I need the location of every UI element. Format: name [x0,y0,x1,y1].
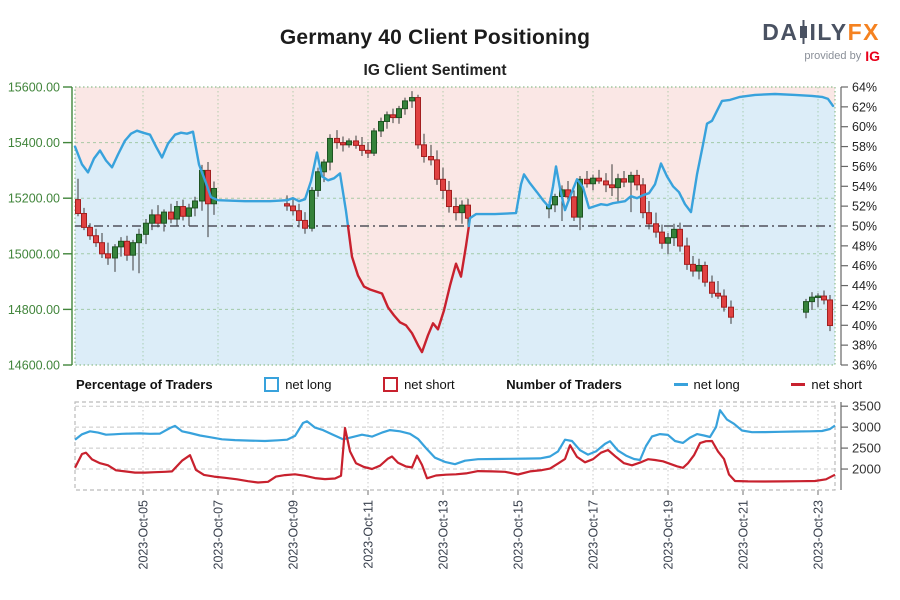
sentiment-line [73,92,835,354]
svg-text:2023-Oct-21: 2023-Oct-21 [737,500,751,570]
svg-text:15000.00: 15000.00 [8,247,60,261]
legend-number-of-traders-label: Number of Traders [506,377,622,392]
svg-text:2023-Oct-15: 2023-Oct-15 [512,500,526,570]
candlestick-icon [800,20,808,44]
svg-text:46%: 46% [852,259,877,273]
svg-text:52%: 52% [852,200,877,214]
svg-text:2023-Oct-19: 2023-Oct-19 [662,500,676,570]
svg-text:15200.00: 15200.00 [8,192,60,206]
svg-text:2023-Oct-17: 2023-Oct-17 [587,500,601,570]
legend-percentage-of-traders-label: Percentage of Traders [76,377,213,392]
legend-pct-net-long: net long [264,377,331,392]
svg-text:2023-Oct-05: 2023-Oct-05 [137,500,151,570]
svg-text:58%: 58% [852,140,877,154]
svg-text:50%: 50% [852,220,877,234]
svg-text:15600.00: 15600.00 [8,81,60,95]
svg-text:2023-Oct-13: 2023-Oct-13 [437,500,451,570]
date-axis-labels: 2023-Oct-05 2023-Oct-07 2023-Oct-09 2023-Oc… [137,500,826,570]
net-short-box-swatch [383,377,399,392]
net-short-label: net short [811,377,862,392]
page-title: Germany 40 Client Positioning [279,26,591,49]
traders-count-grid [74,401,836,495]
logo-text-da: DA [762,18,799,45]
svg-text:36%: 36% [852,359,877,373]
logo-tagline: provided by IG [762,49,880,63]
svg-text:3000: 3000 [852,420,881,435]
provided-by-text: provided by [804,49,862,62]
traders-count-line-net-short [74,426,836,484]
svg-text:42%: 42% [852,299,877,313]
svg-text:54%: 54% [852,180,877,194]
svg-text:2023-Oct-11: 2023-Oct-11 [362,500,376,569]
svg-text:3500: 3500 [852,399,881,414]
net-short-dash-swatch [791,383,806,386]
net-long-box-swatch [264,377,280,392]
svg-text:56%: 56% [852,160,877,174]
legend-num-net-short: net short [791,377,862,392]
percent-axis-right: 64% 62% 60% 58% 56% 54% 52% 50% 48% 46% 44% 42% 40% 3… [840,81,877,373]
count-axis-right: 3500 3000 2500 2000 [840,399,881,490]
price-axis-left: 15600.00 15400.00 15200.00 15000.00 14800.00… [8,81,73,373]
svg-text:14800.00: 14800.00 [8,303,60,317]
net-short-label: net short [404,377,455,392]
svg-text:2000: 2000 [852,462,881,477]
ig-logo: IG [865,48,880,64]
legend-pct-net-short: net short [383,377,455,392]
svg-text:62%: 62% [852,100,877,114]
chart-subtitle: IG Client Sentiment [363,62,507,79]
dailyfx-logo: DA ILY FX provided by IG [762,20,880,63]
legend-num-net-long: net long [673,377,740,392]
net-long-label: net long [693,377,740,392]
svg-text:44%: 44% [852,279,877,293]
dailyfx-wordmark: DA ILY FX [762,20,880,44]
svg-text:64%: 64% [852,81,877,95]
svg-text:40%: 40% [852,319,877,333]
svg-text:60%: 60% [852,120,877,134]
svg-text:14600.00: 14600.00 [8,359,60,373]
net-long-dash-swatch [673,383,688,386]
svg-text:38%: 38% [852,339,877,353]
svg-text:48%: 48% [852,239,877,253]
logo-text-fx: FX [847,18,880,45]
svg-text:2023-Oct-07: 2023-Oct-07 [212,500,226,570]
svg-text:2500: 2500 [852,441,881,456]
net-long-label: net long [285,377,332,392]
svg-text:2023-Oct-09: 2023-Oct-09 [287,500,301,570]
chart-legend: Percentage of Traders net long net short… [76,377,862,392]
svg-text:15400.00: 15400.00 [8,136,60,150]
svg-text:2023-Oct-23: 2023-Oct-23 [812,500,826,570]
traders-count-line-net-long [74,409,836,466]
logo-text-ily: ILY [809,18,848,45]
candlestick-series [75,91,833,332]
